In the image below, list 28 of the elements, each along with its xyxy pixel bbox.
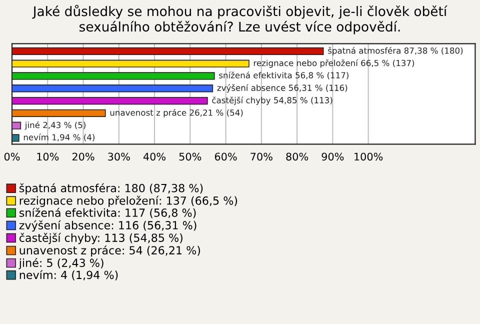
legend-label: častější chyby: 113 (54,85 %) xyxy=(20,232,182,244)
data-label: unavenost z práce 26,21 % (54) xyxy=(110,108,243,118)
chart-title: Jaké důsledky se mohou na pracovišti objevit, je-li člověk obětí sexuálního obtěžování? Lze uvést více odpovědí. xyxy=(32,4,448,34)
legend-label: rezignace nebo přeložení: 137 (66,5 %) xyxy=(20,196,238,207)
x-tick-label: 50% xyxy=(179,152,202,161)
data-label: nevím 1,94 % (4) xyxy=(24,134,94,142)
legend-label: snížená efektivita: 117 (56,8 %) xyxy=(19,208,196,218)
data-label: častější chyby 54,85 % (113) xyxy=(212,96,332,105)
legend-label: jiné: 5 (2,43 %) xyxy=(18,258,104,270)
data-label: snížená efektivita 56,8 % (117) xyxy=(219,72,348,80)
legend-label: špatná atmosféra: 180 (87,38 %) xyxy=(19,183,203,194)
x-tick-label: 10% xyxy=(37,152,59,161)
x-tick-label: 80% xyxy=(286,152,308,161)
data-label: rezignace nebo přeložení 66,5 % (137) xyxy=(254,59,414,68)
legend-label: unavenost z práce: 54 (26,21 %) xyxy=(20,245,200,257)
x-tick-label: 0% xyxy=(4,152,20,161)
legend-label: zvýšení absence: 116 (56,31 %) xyxy=(19,220,196,232)
x-tick-label: 100% xyxy=(354,152,383,161)
x-tick-label: 60% xyxy=(214,152,237,161)
data-label: špatná atmosféra 87,38 % (180) xyxy=(328,46,463,56)
x-tick-label: 70% xyxy=(250,152,272,161)
x-tick-label: 30% xyxy=(108,152,130,161)
x-tick-label: 90% xyxy=(322,152,344,161)
x-tick-label: 20% xyxy=(72,152,94,161)
data-label: zvýšení absence 56,31 % (116) xyxy=(217,84,348,93)
data-label: jiné 2,43 % (5) xyxy=(24,121,86,130)
x-tick-label: 40% xyxy=(143,152,166,161)
legend-label: nevím: 4 (1,94 %) xyxy=(20,270,118,280)
